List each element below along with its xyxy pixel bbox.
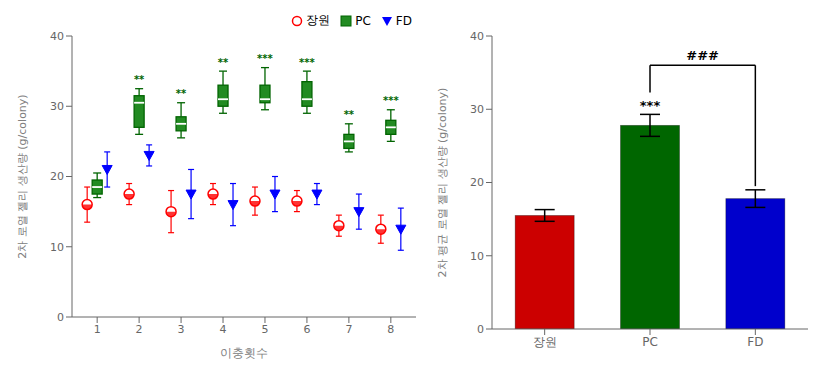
svg-text:2차 평균 로열 젤리 생산량 (g/colony): 2차 평균 로열 젤리 생산량 (g/colony) bbox=[436, 88, 449, 278]
svg-text:30: 30 bbox=[50, 100, 64, 113]
svg-text:**: ** bbox=[134, 74, 145, 85]
svg-text:**: ** bbox=[344, 109, 355, 120]
svg-text:8: 8 bbox=[387, 323, 394, 336]
svg-text:0: 0 bbox=[477, 323, 484, 336]
svg-text:20: 20 bbox=[50, 170, 64, 183]
svg-text:장원: 장원 bbox=[533, 335, 557, 349]
svg-text:###: ### bbox=[686, 48, 719, 63]
svg-text:PC: PC bbox=[642, 335, 658, 349]
svg-text:7: 7 bbox=[345, 323, 352, 336]
svg-text:4: 4 bbox=[220, 323, 227, 336]
html-text:FD: FD bbox=[395, 13, 412, 28]
svg-text:***: *** bbox=[299, 57, 315, 68]
svg-text:***: *** bbox=[383, 95, 399, 106]
svg-text:1: 1 bbox=[94, 323, 101, 336]
svg-text:3: 3 bbox=[178, 323, 185, 336]
svg-text:40: 40 bbox=[50, 30, 64, 43]
svg-text:***: *** bbox=[257, 53, 273, 64]
svg-text:FD: FD bbox=[747, 335, 763, 349]
svg-text:2: 2 bbox=[136, 323, 143, 336]
svg-text:5: 5 bbox=[261, 323, 268, 336]
svg-text:20: 20 bbox=[470, 176, 484, 189]
svg-text:10: 10 bbox=[50, 241, 64, 254]
html-text:PC: PC bbox=[355, 13, 371, 28]
svg-text:0: 0 bbox=[57, 311, 64, 324]
html-text:장원: 장원 bbox=[306, 13, 331, 27]
svg-text:40: 40 bbox=[470, 30, 484, 43]
svg-text:이충횟수: 이충횟수 bbox=[220, 346, 268, 360]
svg-text:30: 30 bbox=[470, 103, 484, 116]
svg-text:**: ** bbox=[218, 57, 229, 68]
svg-text:6: 6 bbox=[303, 323, 310, 336]
svg-text:10: 10 bbox=[470, 250, 484, 263]
svg-text:2차 로열 젤리 생산량 (g/colony): 2차 로열 젤리 생산량 (g/colony) bbox=[16, 94, 29, 258]
svg-text:***: *** bbox=[640, 98, 661, 113]
svg-text:**: ** bbox=[176, 88, 187, 99]
